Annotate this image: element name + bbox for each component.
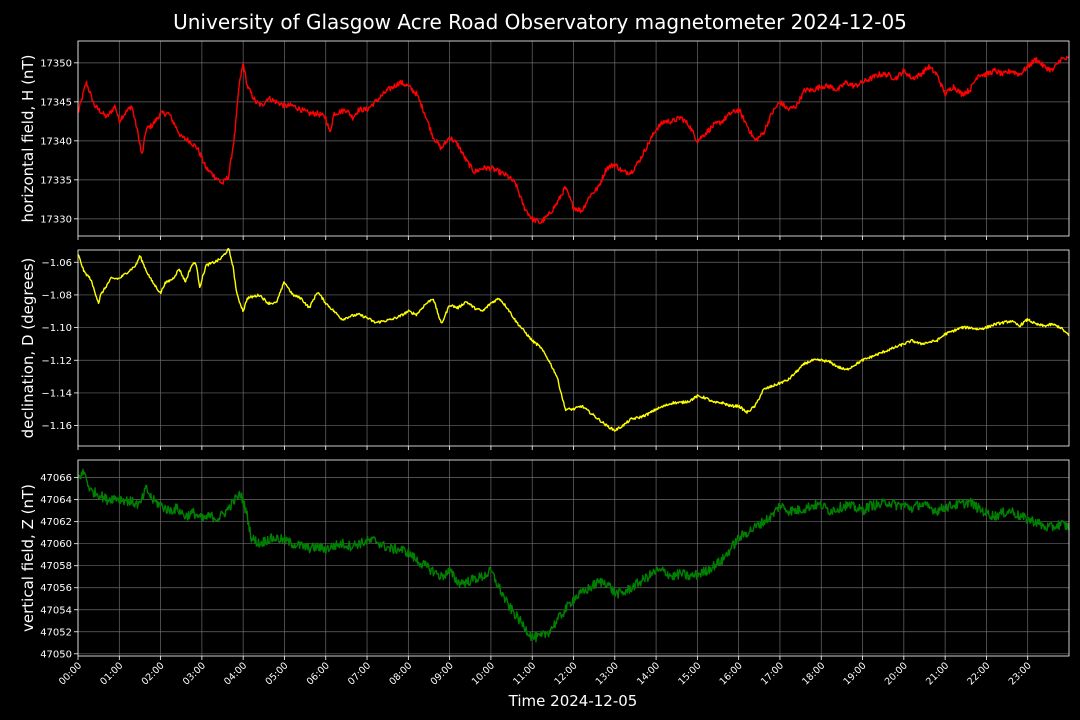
y-tick-label: 47062 [40, 517, 72, 528]
y-tick-label: 47050 [40, 649, 72, 660]
panel-declination: −1.16 −1.14 −1.12 −1.10 −1.08 −1.06 declinatio… [19, 248, 1070, 450]
x-axis-label: Time 2024-12-05 [508, 692, 638, 710]
series-line-horizontal [77, 56, 1070, 224]
y-tick-label: 47054 [40, 605, 72, 616]
y-tick-label: 47058 [40, 561, 72, 572]
y-axis-label: vertical field, Z (nT) [19, 484, 37, 632]
y-tick-label: 47056 [40, 583, 72, 594]
y-axis-label: declination, D (degrees) [19, 258, 37, 439]
panel-frame [77, 249, 1070, 447]
panel-frame [77, 459, 1070, 657]
y-tick-label: 17330 [40, 214, 72, 225]
panel-vertical: 47050 47052 47054 47056 47058 47060 47062 47064… [19, 459, 1070, 660]
y-tick-label: −1.12 [41, 356, 72, 367]
series-line-vertical [77, 468, 1070, 643]
y-tick-label: 47060 [40, 539, 72, 550]
y-tick-label: −1.10 [41, 323, 72, 334]
panel-frame [77, 40, 1070, 237]
y-tick-label: 47064 [40, 495, 72, 506]
y-axis-label: horizontal field, H (nT) [19, 55, 37, 223]
y-tick-label: 17345 [40, 97, 72, 108]
y-tick-label: 17335 [40, 175, 72, 186]
y-tick-label: −1.08 [41, 290, 72, 301]
y-tick-label: 47066 [40, 473, 72, 484]
y-tick-label: 47052 [40, 627, 72, 638]
y-tick-label: −1.06 [41, 258, 72, 269]
chart-title: University of Glasgow Acre Road Observat… [173, 10, 907, 34]
series-line-declination [77, 248, 1070, 432]
y-tick-label: −1.16 [41, 421, 72, 432]
y-tick-label: 17350 [40, 58, 72, 69]
y-tick-label: −1.14 [41, 388, 72, 399]
y-tick-label: 17340 [40, 136, 72, 147]
